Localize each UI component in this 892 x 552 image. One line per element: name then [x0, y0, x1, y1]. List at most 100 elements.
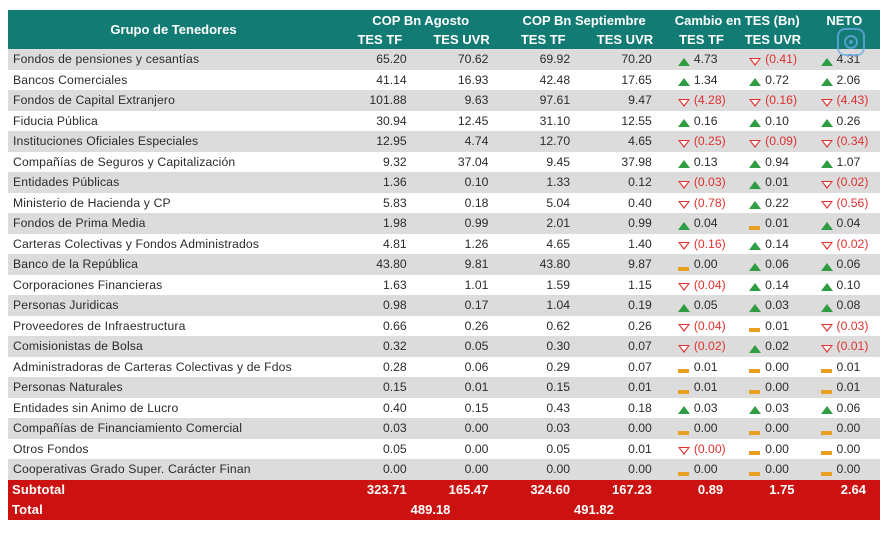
- cell-change-neto: (4.43): [808, 90, 880, 111]
- cell-ago-tf: 0.00: [338, 459, 421, 480]
- change-value: (0.78): [693, 195, 726, 210]
- holder-name: Fondos de Prima Media: [8, 213, 339, 234]
- table-row: Cooperativas Grado Super. Carácter Finan…: [8, 459, 880, 480]
- cell-change-neto: 0.06: [808, 397, 880, 418]
- change-value: (0.09): [765, 134, 798, 149]
- change-value: 0.01: [765, 318, 789, 333]
- cell-change-d-tf: 0.05: [665, 295, 738, 316]
- cell-change-neto: 0.00: [808, 438, 880, 459]
- holder-name: Fondos de Capital Extranjero: [8, 90, 339, 111]
- cell-change-neto: (0.01): [808, 336, 880, 357]
- cell-ago-tf: 0.03: [338, 418, 421, 439]
- cell-change-neto: 0.00: [808, 459, 880, 480]
- cell-ago-uvr: 0.99: [420, 213, 503, 234]
- triangle-up-icon: [677, 157, 690, 169]
- cell-change-d-uvr: 0.10: [737, 110, 809, 131]
- triangle-up-icon: [749, 157, 762, 169]
- cell-sep-uvr: 0.12: [584, 172, 666, 193]
- dash-icon: [677, 362, 690, 374]
- cell-change-neto: (0.03): [808, 315, 880, 336]
- cell-sep-tf: 43.80: [502, 254, 585, 275]
- cell-ago-uvr: 9.81: [420, 254, 503, 275]
- triangle-up-icon: [749, 239, 762, 251]
- cell-ago-tf: 0.40: [338, 397, 421, 418]
- cell-ago-uvr: 0.17: [420, 295, 503, 316]
- holder-name: Ministerio de Hacienda y CP: [8, 192, 339, 213]
- cell-ago-tf: 0.98: [338, 295, 421, 316]
- cell-change-d-tf: 0.13: [665, 151, 738, 172]
- cell-change-d-tf: 0.00: [665, 459, 738, 480]
- triangle-up-icon: [820, 403, 833, 415]
- cell-change-neto: 1.07: [808, 151, 880, 172]
- table-row: Instituciones Oficiales Especiales 12.95 4…: [8, 131, 880, 152]
- triangle-up-icon: [749, 178, 762, 189]
- cell-ago-tf: 0.32: [338, 336, 421, 357]
- change-value: 0.00: [693, 421, 718, 436]
- cell-ago-uvr: 37.04: [420, 151, 503, 172]
- holder-name: Carteras Colectivas y Fondos Administrad…: [8, 233, 339, 254]
- change-value: 0.00: [693, 257, 718, 272]
- total-agosto: 489.18: [338, 499, 503, 520]
- change-value: 0.03: [765, 298, 789, 313]
- subheader-chg-tf: TES TF: [665, 30, 738, 49]
- change-value: 0.00: [765, 421, 789, 436]
- triangle-up-icon: [820, 157, 833, 169]
- triangle-up-icon: [749, 198, 762, 210]
- cell-change-d-tf: 0.01: [665, 377, 738, 398]
- cell-change-d-tf: 4.73: [665, 49, 738, 70]
- cell-sep-tf: 2.01: [502, 213, 585, 234]
- change-value: 0.03: [693, 400, 718, 415]
- cell-sep-uvr: 70.20: [584, 49, 666, 70]
- cell-ago-tf: 1.98: [338, 213, 421, 234]
- dash-icon: [820, 362, 833, 374]
- subheader-sep-tf: TES TF: [502, 30, 585, 49]
- cell-change-d-uvr: 0.02: [737, 336, 809, 357]
- holder-name: Cooperativas Grado Super. Carácter Finan: [8, 459, 339, 480]
- triangle-up-icon: [749, 301, 762, 312]
- triangle-up-icon: [749, 260, 762, 271]
- table-row: Otros Fondos 0.05 0.00 0.05 0.01 (0.00) 0.00 0.…: [8, 438, 880, 459]
- cell-change-d-uvr: 0.14: [737, 274, 809, 295]
- cell-sep-uvr: 12.55: [584, 110, 666, 131]
- cell-change-d-uvr: 0.01: [737, 172, 809, 193]
- holder-name: Entidades Públicas: [8, 172, 339, 193]
- triangle-down-icon: [820, 239, 833, 251]
- triangle-down-icon: [749, 137, 762, 148]
- subtotal-sep-uvr: 167.23: [584, 479, 666, 500]
- cell-change-d-uvr: 0.00: [737, 459, 809, 480]
- cell-sep-tf: 0.15: [502, 377, 585, 398]
- cell-ago-uvr: 16.93: [420, 69, 503, 90]
- cell-ago-uvr: 4.74: [420, 131, 503, 152]
- cell-ago-uvr: 0.01: [420, 377, 503, 398]
- camera-lens-icon[interactable]: [830, 26, 870, 58]
- cell-change-d-uvr: 0.03: [737, 397, 809, 418]
- triangle-down-icon: [820, 198, 833, 210]
- cell-ago-uvr: 70.62: [420, 49, 503, 70]
- triangle-up-icon: [677, 403, 690, 415]
- cell-sep-uvr: 0.18: [584, 397, 666, 418]
- change-value: 0.16: [693, 113, 718, 128]
- cell-ago-tf: 0.66: [338, 315, 421, 336]
- change-value: 0.01: [836, 359, 861, 374]
- cell-sep-tf: 1.04: [502, 295, 585, 316]
- cell-sep-tf: 42.48: [502, 69, 585, 90]
- cell-change-d-tf: 0.00: [665, 418, 738, 439]
- total-row: Total 489.18 491.82: [8, 499, 880, 520]
- cell-sep-uvr: 37.98: [584, 151, 666, 172]
- change-value: 0.05: [693, 298, 718, 313]
- table-row: Personas Juridicas 0.98 0.17 1.04 0.19 0.05 0.…: [8, 295, 880, 316]
- triangle-down-icon: [677, 198, 690, 210]
- triangle-up-icon: [820, 55, 833, 66]
- dash-icon: [677, 383, 690, 394]
- cell-sep-uvr: 0.26: [584, 315, 666, 336]
- cell-sep-uvr: 0.40: [584, 192, 666, 213]
- cell-change-d-tf: (0.78): [665, 192, 738, 213]
- change-value: 0.04: [836, 216, 861, 231]
- table-row: Bancos Comerciales 41.14 16.93 42.48 17.65 1.…: [8, 69, 880, 90]
- table-row: Fondos de Prima Media 1.98 0.99 2.01 0.99 0.0…: [8, 213, 880, 234]
- triangle-down-icon: [820, 137, 833, 148]
- cell-change-neto: 0.00: [808, 418, 880, 439]
- triangle-down-icon: [677, 342, 690, 353]
- triangle-up-icon: [820, 75, 833, 87]
- cell-change-neto: 0.26: [808, 110, 880, 131]
